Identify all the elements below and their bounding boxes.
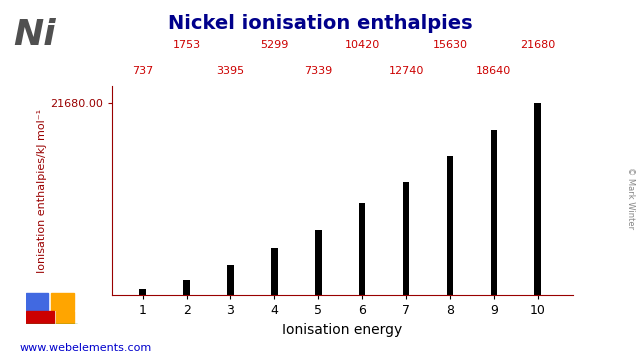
Bar — [490, 130, 497, 295]
Bar — [26, 293, 48, 310]
Text: 15630: 15630 — [433, 40, 467, 50]
Text: Nickel ionisation enthalpies: Nickel ionisation enthalpies — [168, 14, 472, 33]
Text: 1753: 1753 — [173, 40, 201, 50]
Bar — [56, 311, 74, 323]
Text: 3395: 3395 — [216, 66, 244, 76]
Bar — [26, 311, 54, 323]
Text: 21680: 21680 — [520, 40, 556, 50]
Text: © Mark Winter: © Mark Winter — [626, 167, 635, 229]
Bar — [51, 293, 74, 310]
Bar — [359, 203, 365, 295]
Bar — [534, 103, 541, 295]
Y-axis label: Ionisation enthalpies/kJ mol⁻¹: Ionisation enthalpies/kJ mol⁻¹ — [37, 109, 47, 273]
Bar — [227, 265, 234, 295]
Bar — [183, 280, 190, 295]
Text: Ni: Ni — [13, 18, 56, 52]
Text: 12740: 12740 — [388, 66, 424, 76]
Text: 10420: 10420 — [344, 40, 380, 50]
Text: 18640: 18640 — [476, 66, 511, 76]
Bar — [447, 156, 453, 295]
Text: www.webelements.com: www.webelements.com — [19, 343, 152, 353]
X-axis label: Ionisation energy: Ionisation energy — [282, 323, 403, 337]
Text: 7339: 7339 — [304, 66, 332, 76]
Bar — [271, 248, 278, 295]
Text: 737: 737 — [132, 66, 154, 76]
Bar — [315, 230, 321, 295]
Bar — [26, 324, 77, 330]
Text: 5299: 5299 — [260, 40, 289, 50]
Bar — [140, 289, 146, 295]
Bar — [403, 182, 410, 295]
